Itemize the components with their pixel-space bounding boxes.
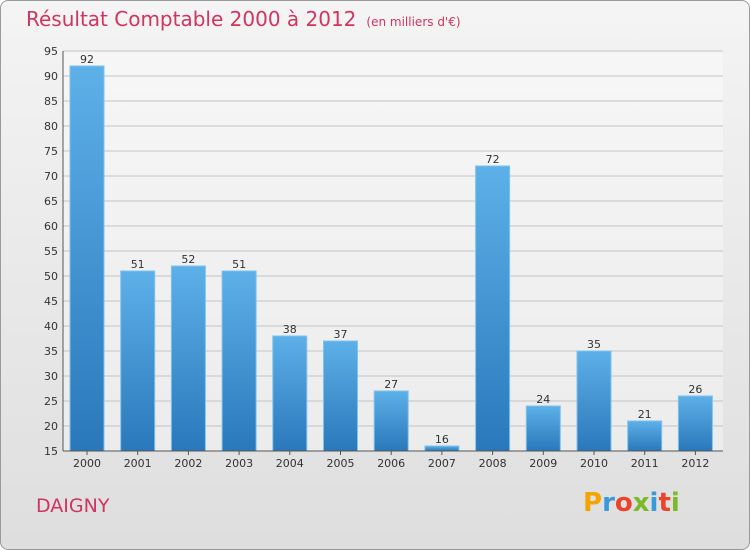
value-label-2007: 16	[435, 433, 449, 446]
bar-2003[interactable]	[221, 270, 257, 452]
value-label-2003: 51	[232, 258, 246, 271]
x-tick-label-2000: 2000	[73, 457, 101, 470]
logo-letter: i	[649, 488, 659, 518]
x-tick-label-2009: 2009	[529, 457, 557, 470]
bar-layer: 92 51 52 51 38 37 27 16 72 24 35 21 26	[69, 53, 713, 452]
x-tick-label-2002: 2002	[174, 457, 202, 470]
bar-2006[interactable]	[373, 390, 409, 452]
bar-2010[interactable]	[576, 350, 612, 452]
y-tick-label: 65	[44, 195, 58, 208]
bar-2009[interactable]	[525, 405, 561, 452]
y-tick-label: 70	[44, 170, 58, 183]
y-tick-label: 60	[44, 220, 58, 233]
axis-layer: 15 20 25 30 35 40 45 50 55 60 65 70 75 80 85 90 95 2000 20…	[44, 45, 723, 470]
bar-2007[interactable]	[424, 445, 460, 452]
title-text: Résultat Comptable 2000 à 2012	[26, 7, 357, 31]
y-tick-label: 35	[44, 345, 58, 358]
y-tick-label: 80	[44, 120, 58, 133]
y-tick-label: 25	[44, 395, 58, 408]
y-tick-label: 90	[44, 70, 58, 83]
value-label-2010: 35	[587, 338, 601, 351]
proxiti-logo[interactable]: Proxiti	[583, 488, 680, 518]
y-tick-label: 50	[44, 270, 58, 283]
x-tick-label-2006: 2006	[377, 457, 405, 470]
logo-letter: P	[583, 488, 603, 518]
logo-letter: r	[602, 488, 615, 518]
y-tick-label: 20	[44, 420, 58, 433]
value-label-2008: 72	[486, 153, 500, 166]
bar-2002[interactable]	[170, 265, 206, 452]
subtitle-text: (en milliers d'€)	[366, 15, 461, 29]
x-tick-label-2008: 2008	[479, 457, 507, 470]
bar-2005[interactable]	[323, 340, 358, 452]
value-label-2009: 24	[536, 393, 550, 406]
chart-title: Résultat Comptable 2000 à 2012 (en millie…	[26, 7, 461, 31]
x-tick-label-2003: 2003	[225, 457, 253, 470]
y-tick-label: 15	[44, 445, 58, 458]
bar-2004[interactable]	[272, 335, 308, 452]
value-label-2006: 27	[384, 378, 398, 391]
value-label-2012: 26	[688, 383, 702, 396]
bar-2008[interactable]	[475, 165, 511, 452]
y-tick-label: 75	[44, 145, 58, 158]
bar-2001[interactable]	[120, 270, 156, 452]
x-tick-label-2010: 2010	[580, 457, 608, 470]
commune-name: DAIGNY	[36, 495, 110, 517]
y-tick-label: 40	[44, 320, 58, 333]
logo-letter: o	[614, 488, 633, 518]
x-tick-label-2007: 2007	[428, 457, 456, 470]
x-tick-label-2011: 2011	[631, 457, 659, 470]
logo-letter: x	[632, 488, 650, 518]
logo-letter: i	[670, 488, 680, 518]
value-label-2004: 38	[283, 323, 297, 336]
x-tick-label-2001: 2001	[124, 457, 152, 470]
value-label-2000: 92	[80, 53, 94, 66]
y-tick-label: 85	[44, 95, 58, 108]
value-label-2005: 37	[334, 328, 348, 341]
y-tick-label: 55	[44, 245, 58, 258]
bar-2012[interactable]	[677, 395, 713, 452]
bar-2000[interactable]	[69, 65, 105, 452]
value-label-2002: 52	[181, 253, 195, 266]
x-tick-label-2005: 2005	[327, 457, 355, 470]
x-tick-label-2012: 2012	[681, 457, 709, 470]
value-label-2011: 21	[638, 408, 652, 421]
y-tick-label: 45	[44, 295, 58, 308]
bar-2011[interactable]	[627, 420, 663, 452]
y-tick-label: 30	[44, 370, 58, 383]
logo-letter: t	[658, 488, 671, 518]
y-tick-label: 95	[44, 45, 58, 58]
x-tick-label-2004: 2004	[276, 457, 304, 470]
value-label-2001: 51	[131, 258, 145, 271]
